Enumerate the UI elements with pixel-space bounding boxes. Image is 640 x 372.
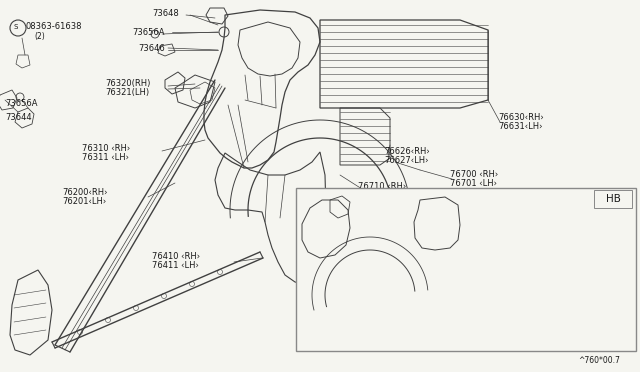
Text: 76711 ‹LH›: 76711 ‹LH› — [358, 191, 405, 200]
Text: 76411 ‹LH›: 76411 ‹LH› — [152, 261, 199, 270]
Text: ^760*00.7: ^760*00.7 — [578, 356, 620, 365]
Text: 76311 ‹LH›: 76311 ‹LH› — [82, 153, 129, 162]
Text: 76410 ‹RH›: 76410 ‹RH› — [152, 252, 200, 261]
Text: 73644: 73644 — [5, 113, 31, 122]
Text: 76626‹RH›: 76626‹RH› — [384, 147, 429, 156]
Text: 76321(LH): 76321(LH) — [105, 88, 149, 97]
Text: 73646: 73646 — [138, 44, 164, 53]
Text: S: S — [13, 24, 17, 30]
Text: 73656A: 73656A — [5, 99, 38, 108]
Text: HB: HB — [605, 194, 620, 204]
Text: 76623‹LH›: 76623‹LH› — [420, 254, 461, 263]
Text: 08363-61638: 08363-61638 — [26, 22, 83, 31]
Text: 76310 ‹RH›: 76310 ‹RH› — [82, 144, 131, 153]
Text: 76200‹RH›: 76200‹RH› — [62, 188, 108, 197]
Text: 76710 ‹RH›: 76710 ‹RH› — [366, 303, 410, 312]
Text: 76201‹LH›: 76201‹LH› — [62, 197, 106, 206]
Text: 77493‹LH›: 77493‹LH› — [420, 234, 461, 243]
Text: 76365‹LH›: 76365‹LH› — [420, 215, 461, 224]
Text: 76711 ‹LH›: 76711 ‹LH› — [366, 312, 409, 321]
Text: 77492 ‹RH›: 77492 ‹RH› — [420, 226, 464, 235]
Text: 76701 ‹LH›: 76701 ‹LH› — [450, 179, 497, 188]
Text: 76631‹LH›: 76631‹LH› — [498, 122, 543, 131]
Text: 76320(RH): 76320(RH) — [105, 79, 150, 88]
Text: 76364 ‹RH›: 76364 ‹RH› — [420, 207, 464, 216]
Text: 76627‹LH›: 76627‹LH› — [384, 156, 429, 165]
Text: 76701 ‹LH›: 76701 ‹LH› — [452, 293, 495, 302]
Text: 73656A: 73656A — [132, 28, 164, 37]
Text: 76700 ‹RH›: 76700 ‹RH› — [450, 170, 499, 179]
Text: 76631‹LH›: 76631‹LH› — [540, 239, 580, 248]
Text: 73648: 73648 — [152, 9, 179, 18]
Text: 76700 ‹RH›: 76700 ‹RH› — [452, 284, 496, 293]
Text: 76630‹RH›: 76630‹RH› — [540, 230, 582, 239]
Text: 76630‹RH›: 76630‹RH› — [498, 113, 544, 122]
Text: 76622 ‹RH›: 76622 ‹RH› — [420, 246, 464, 255]
Text: 76710 ‹RH›: 76710 ‹RH› — [358, 182, 406, 191]
Bar — [296, 188, 636, 351]
Text: (2): (2) — [34, 32, 45, 41]
Bar — [594, 190, 632, 208]
